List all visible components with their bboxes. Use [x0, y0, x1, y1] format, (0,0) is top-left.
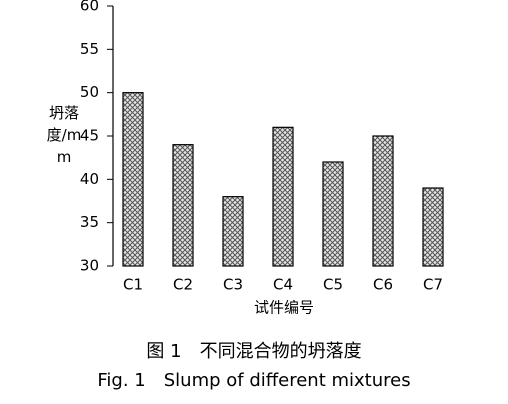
- bar: [322, 161, 344, 267]
- bar: [272, 126, 294, 267]
- y-tick-label: 35: [80, 213, 99, 231]
- x-tick-label: C4: [273, 276, 293, 294]
- y-tick-label: 45: [80, 127, 99, 145]
- y-tick-label: 55: [80, 40, 99, 58]
- y-tick-label: 30: [80, 257, 99, 275]
- y-tick-label: 40: [80, 170, 99, 188]
- caption-en: Fig. 1 Slump of different mixtures: [97, 370, 411, 391]
- x-tick-label: C2: [173, 276, 193, 294]
- x-tick-label: C6: [373, 276, 393, 294]
- bar: [222, 196, 244, 267]
- y-tick-label: 60: [80, 0, 99, 15]
- bar: [122, 92, 144, 267]
- x-tick-label: C1: [123, 276, 143, 294]
- caption-cn: 图 1 不同混合物的坍落度: [146, 341, 362, 362]
- x-tick-label: C5: [323, 276, 343, 294]
- chart: 试件编号 30 35 40 45 50 55 60 C1 C2 C3 C4 C5 C6 C7: [80, 0, 444, 317]
- x-tick-label: C3: [223, 276, 243, 294]
- x-axis-label: 试件编号: [254, 299, 314, 317]
- y-axis-label: 坍落度/mm: [46, 104, 82, 166]
- bar: [172, 144, 194, 267]
- x-tick-label: C7: [423, 276, 443, 294]
- bar: [372, 135, 394, 267]
- bar: [422, 187, 444, 267]
- y-tick-label: 50: [80, 83, 99, 101]
